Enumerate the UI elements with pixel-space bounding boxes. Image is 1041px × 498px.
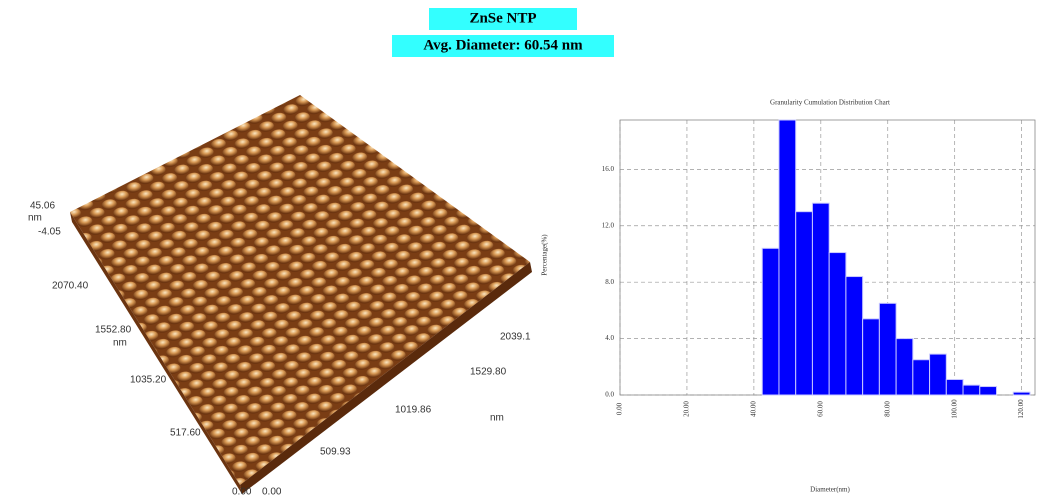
bar [879,303,896,395]
bar [762,248,779,395]
bar [846,277,863,395]
bar [779,120,796,395]
bar [930,354,947,395]
afm-axis-label: 0.00 [262,487,282,498]
bar [863,319,880,395]
afm-axis-label: nm [113,338,127,349]
afm-axis-label: -4.05 [38,227,61,238]
bar [796,212,813,395]
subtitle: Avg. Diameter: 60.54 nm [423,37,583,53]
chart-title: Granularity Cumulation Distribution Char… [770,99,890,107]
afm-axis-label: 2039.1 [500,332,531,343]
bar [980,387,997,395]
x-tick-label: 0.00 [616,402,624,415]
afm-axis-label: 1035.20 [130,375,167,386]
afm-axis-label: 1552.80 [95,325,132,336]
page: {"header": {"title": "ZnSe NTP", "subtit… [0,0,1041,498]
title: ZnSe NTP [469,10,536,26]
bar [1013,392,1030,395]
y-axis-label: Percentage(%) [541,234,549,276]
y-tick-label: 16.0 [602,165,615,173]
afm-surface [70,95,530,485]
bar [946,379,963,395]
afm-axis-label: nm [28,213,42,224]
x-tick-label: 120.00 [1017,399,1025,419]
y-tick-label: 0.0 [605,391,614,399]
afm-axis-label: 1019.86 [395,405,432,416]
x-tick-label: 20.00 [683,401,691,417]
bar [896,339,913,395]
y-tick-label: 12.0 [602,221,615,229]
y-tick-label: 4.0 [605,334,614,342]
x-axis-label: Diameter(nm) [810,486,850,494]
afm-axis-label: 517.60 [170,428,201,439]
histogram: Granularity Cumulation Distribution Char… [541,99,1035,494]
afm-axis-label: 45.06 [30,201,55,212]
bar [812,203,829,395]
figure: ZnSe NTP Avg. Diameter: 60.54 nm 45.06nm… [0,0,1041,498]
afm-axis-label: 0.00 [232,487,252,498]
afm-axis-label: nm [490,413,504,424]
y-tick-label: 8.0 [605,278,614,286]
x-tick-label: 80.00 [883,401,891,417]
afm-image [70,95,532,494]
bar [913,360,930,395]
afm-axis-label: 1529.80 [470,367,507,378]
bar [829,253,846,395]
x-tick-label: 100.00 [950,399,958,419]
x-tick-label: 60.00 [816,401,824,417]
afm-axis-label: 2070.40 [52,281,89,292]
bar [963,385,980,395]
afm-axis-label: 509.93 [320,447,351,458]
x-tick-label: 40.00 [749,401,757,417]
